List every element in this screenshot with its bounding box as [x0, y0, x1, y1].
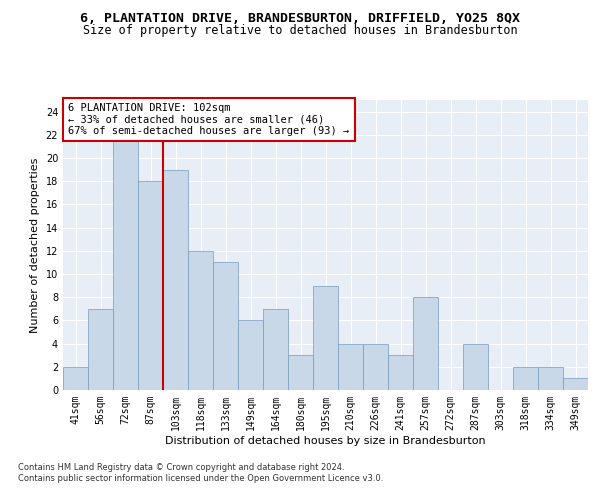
- Text: Contains public sector information licensed under the Open Government Licence v3: Contains public sector information licen…: [18, 474, 383, 483]
- Bar: [563, 378, 588, 390]
- Bar: [188, 251, 213, 390]
- Bar: [138, 181, 163, 390]
- Bar: [388, 355, 413, 390]
- Y-axis label: Number of detached properties: Number of detached properties: [30, 158, 40, 332]
- Bar: [113, 135, 138, 390]
- Bar: [163, 170, 188, 390]
- Bar: [538, 367, 563, 390]
- Bar: [263, 309, 288, 390]
- Text: 6 PLANTATION DRIVE: 102sqm
← 33% of detached houses are smaller (46)
67% of semi: 6 PLANTATION DRIVE: 102sqm ← 33% of deta…: [68, 103, 349, 136]
- Bar: [288, 355, 313, 390]
- Text: Contains HM Land Registry data © Crown copyright and database right 2024.: Contains HM Land Registry data © Crown c…: [18, 462, 344, 471]
- Bar: [413, 297, 438, 390]
- Bar: [338, 344, 363, 390]
- Bar: [463, 344, 488, 390]
- Text: 6, PLANTATION DRIVE, BRANDESBURTON, DRIFFIELD, YO25 8QX: 6, PLANTATION DRIVE, BRANDESBURTON, DRIF…: [80, 12, 520, 26]
- Bar: [88, 309, 113, 390]
- Bar: [213, 262, 238, 390]
- Text: Size of property relative to detached houses in Brandesburton: Size of property relative to detached ho…: [83, 24, 517, 37]
- Bar: [313, 286, 338, 390]
- Bar: [63, 367, 88, 390]
- Bar: [238, 320, 263, 390]
- X-axis label: Distribution of detached houses by size in Brandesburton: Distribution of detached houses by size …: [165, 436, 486, 446]
- Bar: [513, 367, 538, 390]
- Bar: [363, 344, 388, 390]
